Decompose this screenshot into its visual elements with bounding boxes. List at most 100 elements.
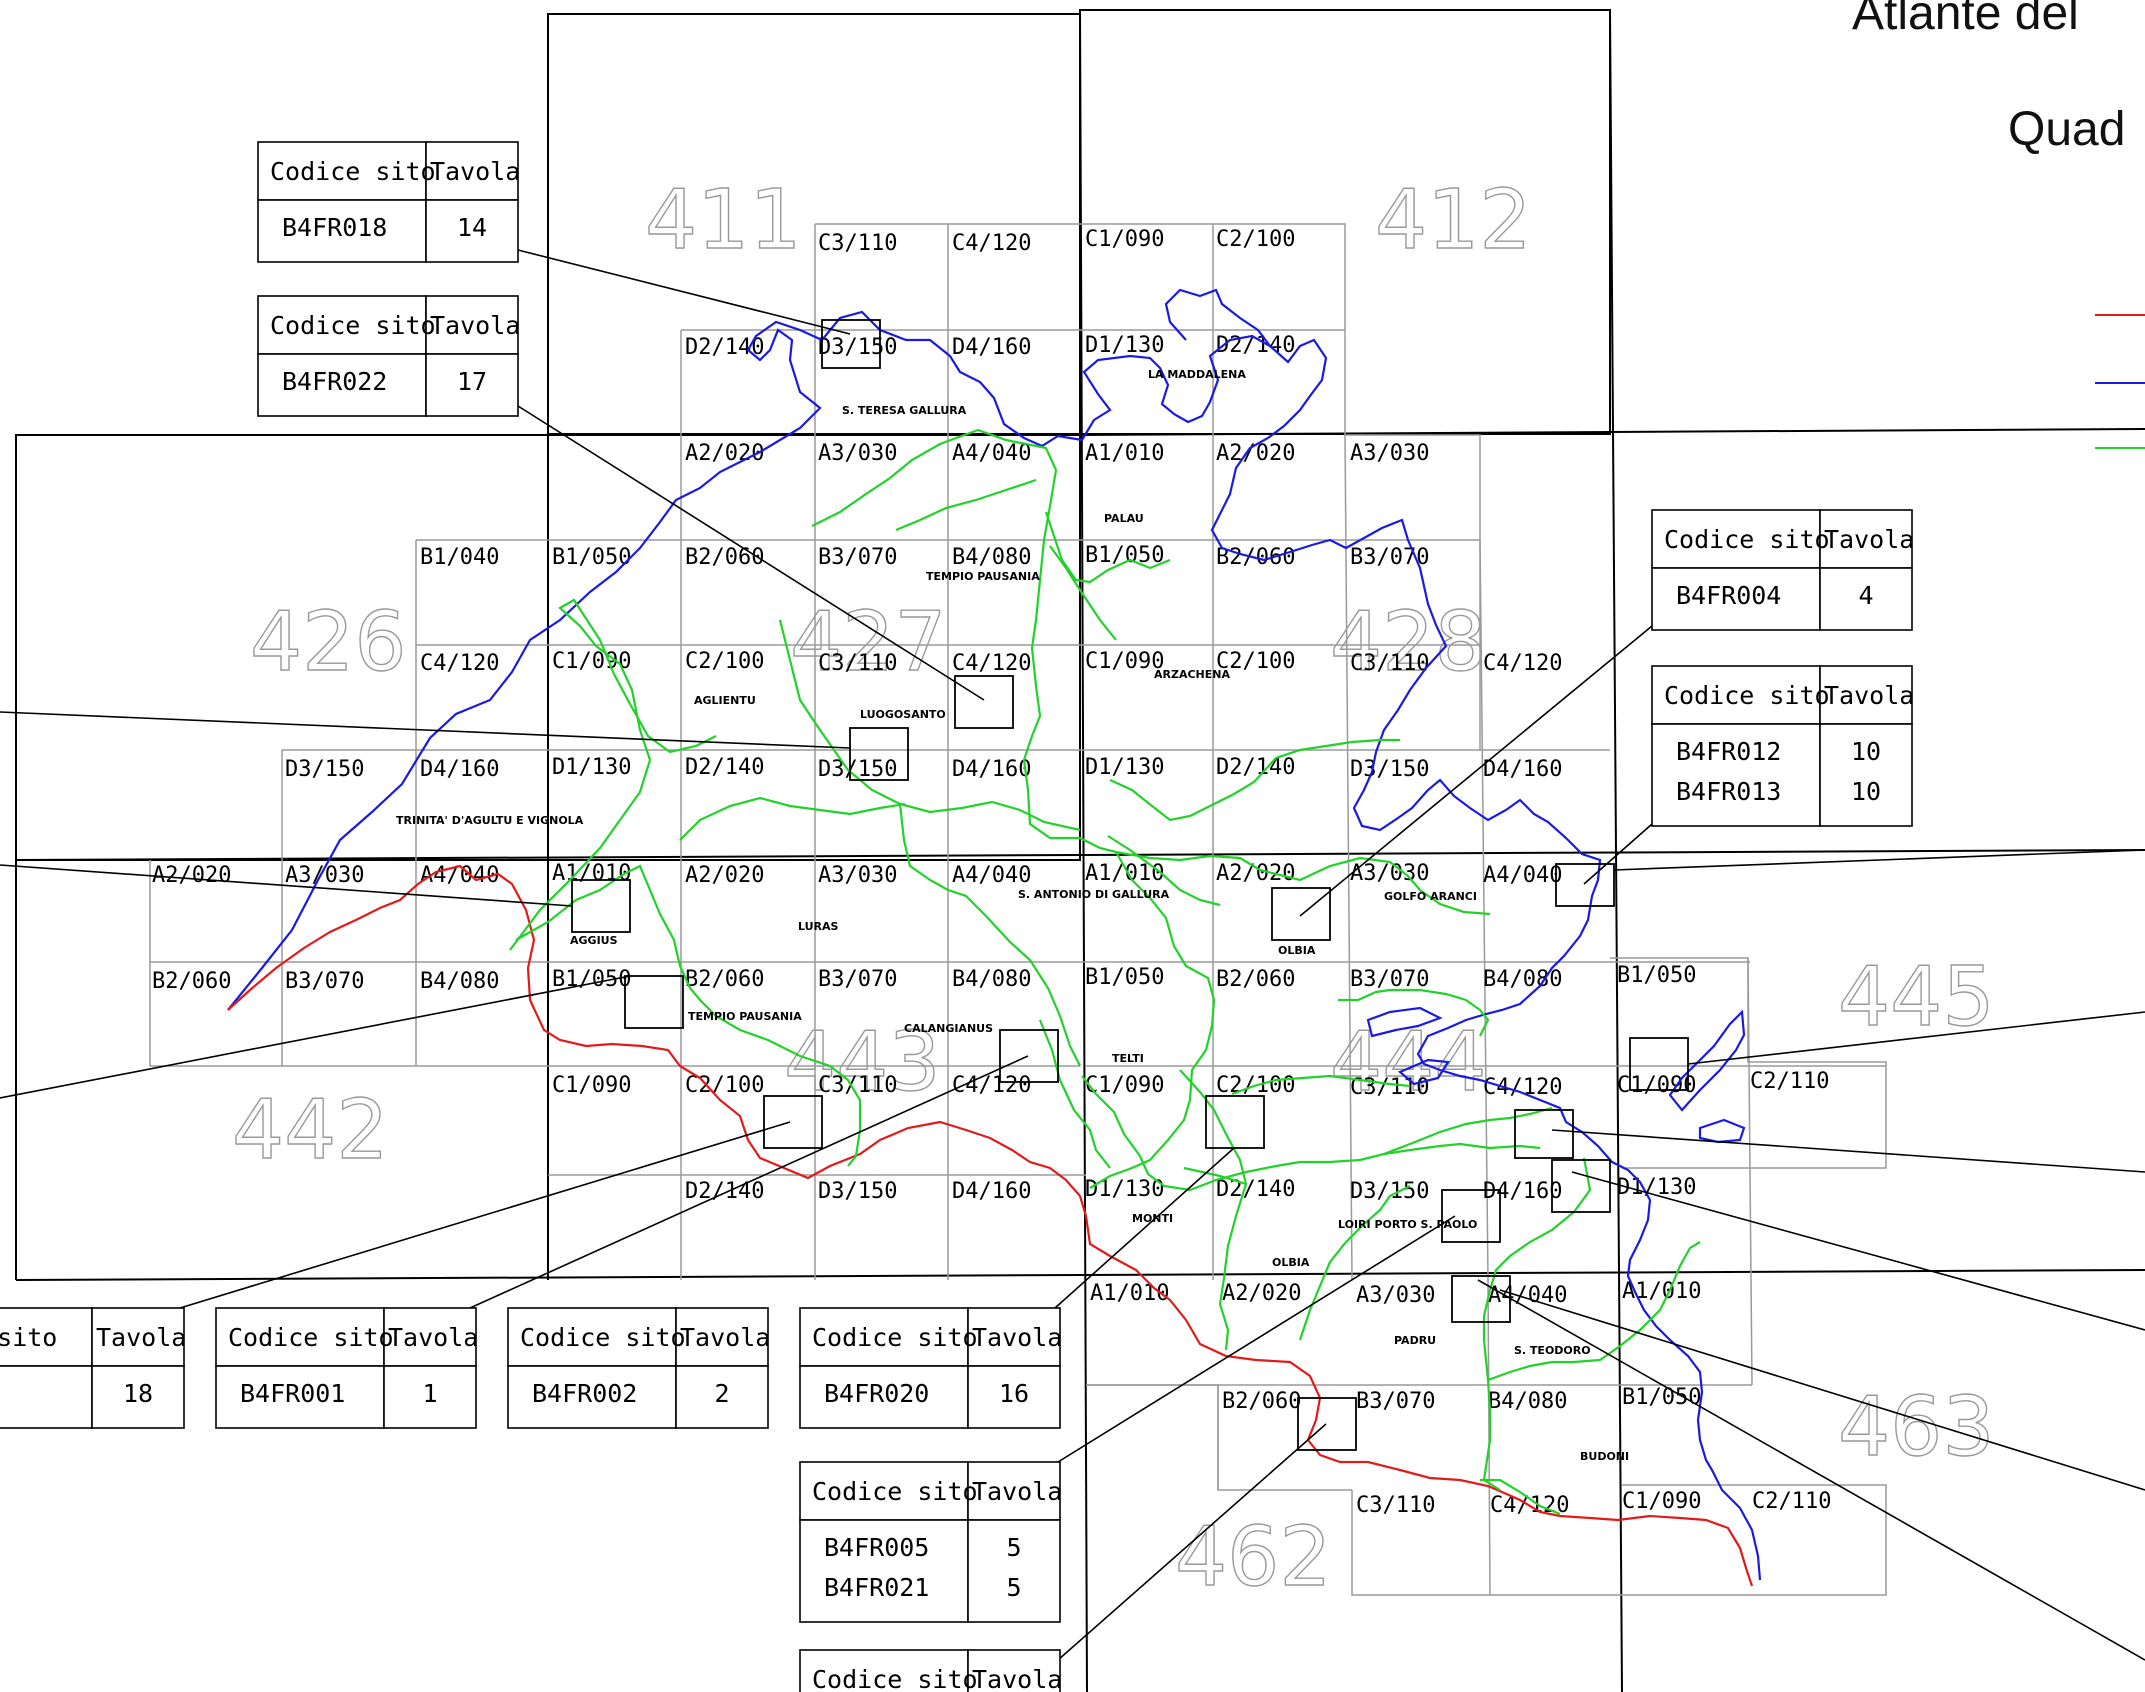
site-marker-b4fr005[interactable] bbox=[1441, 1189, 1501, 1243]
sheet-label: A2/020 bbox=[152, 863, 231, 888]
sheet-label: C2/110 bbox=[1750, 1069, 1829, 1094]
sheet-label: B1/050 bbox=[1617, 963, 1696, 988]
sheet-label: D2/140 bbox=[685, 335, 764, 360]
quad-number-444: 444 bbox=[1330, 1015, 1487, 1110]
site-marker-b4fr022[interactable] bbox=[954, 675, 1014, 729]
sheet-label: B3/070 bbox=[1350, 545, 1429, 570]
site-marker-b4fr023[interactable] bbox=[763, 1095, 823, 1149]
town-label: PALAU bbox=[1104, 512, 1144, 525]
site-markers[interactable] bbox=[571, 319, 1689, 1451]
table-header-code: Codice sito bbox=[1664, 525, 1830, 554]
sheet-label: C1/090 bbox=[1622, 1489, 1701, 1514]
sheet-label: A3/030 bbox=[818, 863, 897, 888]
tavola-number: 2 bbox=[714, 1379, 729, 1408]
table-header-tavola: Tavola bbox=[96, 1323, 186, 1352]
tavola-number: 10 bbox=[1851, 737, 1881, 766]
sheet-label: C3/110 bbox=[818, 1073, 897, 1098]
site-code: B4FR002 bbox=[532, 1379, 637, 1408]
site-marker-b4fr004[interactable] bbox=[1271, 887, 1331, 941]
sheet-label: A4/040 bbox=[952, 441, 1031, 466]
red-boundary-line bbox=[227, 864, 1754, 1587]
site-marker-b4fr001[interactable] bbox=[624, 975, 684, 1029]
site-marker-g[interactable] bbox=[1297, 1397, 1357, 1451]
leader-lines bbox=[0, 249, 2145, 1661]
table-header-code: Codice sito bbox=[1664, 681, 1830, 710]
town-label: S. ANTONIO DI GALLURA bbox=[1018, 888, 1170, 901]
quad-number-462: 462 bbox=[1175, 1510, 1332, 1605]
sheet-label: A1/010 bbox=[1090, 1281, 1169, 1306]
sheet-label: B2/060 bbox=[685, 545, 764, 570]
sheet-label: C2/100 bbox=[1216, 227, 1295, 252]
quad-number-411: 411 bbox=[645, 173, 802, 268]
town-label: AGGIUS bbox=[570, 934, 618, 947]
table-header-code: Codice sito bbox=[812, 1477, 978, 1506]
town-label: ARZACHENA bbox=[1154, 668, 1230, 681]
table-header-code: ce sito bbox=[0, 1323, 57, 1352]
sheet-label: C1/090 bbox=[1085, 649, 1164, 674]
tavola-number: 14 bbox=[457, 213, 487, 242]
sheet-label: A3/030 bbox=[1356, 1283, 1435, 1308]
sheet-label: D4/160 bbox=[1483, 1179, 1562, 1204]
sheet-label: A1/010 bbox=[552, 861, 631, 886]
sheet-label: A1/010 bbox=[1085, 441, 1164, 466]
atlas-title: Atlante del bbox=[1852, 0, 2079, 40]
site-marker-b4fr018[interactable] bbox=[821, 319, 881, 369]
town-label: OLBIA bbox=[1278, 944, 1316, 957]
tavola-number: 5 bbox=[1006, 1573, 1021, 1602]
atlas-subtitle: Quad bbox=[2008, 103, 2126, 156]
site-marker-b4fr020[interactable] bbox=[1205, 1095, 1265, 1149]
table-header-code: Codice sito bbox=[270, 157, 436, 186]
table-header-code: Codice sito bbox=[228, 1323, 394, 1352]
sheet-label: C3/110 bbox=[1350, 651, 1429, 676]
site-marker-b4fr012[interactable] bbox=[1555, 863, 1615, 907]
site-code: B4FR022 bbox=[282, 367, 387, 396]
town-label: TEMPIO PAUSANIA bbox=[688, 1010, 802, 1023]
quad-number-463: 463 bbox=[1838, 1380, 1995, 1475]
sheet-label: B3/070 bbox=[1356, 1389, 1435, 1414]
site-marker-b4fr002[interactable] bbox=[999, 1029, 1059, 1083]
sheet-label: C2/110 bbox=[1752, 1489, 1831, 1514]
table-header-code: Codice sito bbox=[520, 1323, 686, 1352]
site-marker-a[interactable] bbox=[849, 727, 909, 781]
sheet-label: C2/100 bbox=[1216, 649, 1295, 674]
town-label: TELTI bbox=[1112, 1052, 1144, 1065]
sheet-label: B1/050 bbox=[1085, 965, 1164, 990]
green-boundary-lines bbox=[509, 428, 1701, 1516]
sheet-label: D1/130 bbox=[1085, 755, 1164, 780]
sheet-label: A2/020 bbox=[1222, 1281, 1301, 1306]
site-marker-b[interactable] bbox=[571, 879, 631, 933]
sheet-label: C1/090 bbox=[1085, 1073, 1164, 1098]
sheet-label: B4/080 bbox=[420, 969, 499, 994]
table-header-tavola: Tavola bbox=[972, 1477, 1062, 1506]
sheet-label: B1/050 bbox=[1622, 1385, 1701, 1410]
sheet-label: C4/120 bbox=[952, 651, 1031, 676]
grid-line-h3 bbox=[15, 1269, 2145, 1281]
sheet-label: A3/030 bbox=[1350, 441, 1429, 466]
sheet-label: B2/060 bbox=[1222, 1389, 1301, 1414]
sheet-label: A2/020 bbox=[1216, 861, 1295, 886]
table-header-code: Codice sito bbox=[270, 311, 436, 340]
site-marker-d[interactable] bbox=[1514, 1109, 1574, 1159]
blue-coast-line bbox=[227, 288, 1762, 1581]
sheet-label: D2/140 bbox=[1216, 755, 1295, 780]
site-marker-e[interactable] bbox=[1551, 1159, 1611, 1213]
town-label: BUDONI bbox=[1580, 1450, 1629, 1463]
tavola-number: 18 bbox=[123, 1379, 153, 1408]
sheet-label: C3/110 bbox=[1350, 1075, 1429, 1100]
site-table[interactable]: ce sitoTavolaR02318 bbox=[0, 1307, 186, 1429]
sheet-label: A4/040 bbox=[952, 863, 1031, 888]
town-label: PADRU bbox=[1394, 1334, 1436, 1347]
sheet-label: C2/100 bbox=[685, 649, 764, 674]
sheet-label: D4/160 bbox=[1483, 757, 1562, 782]
